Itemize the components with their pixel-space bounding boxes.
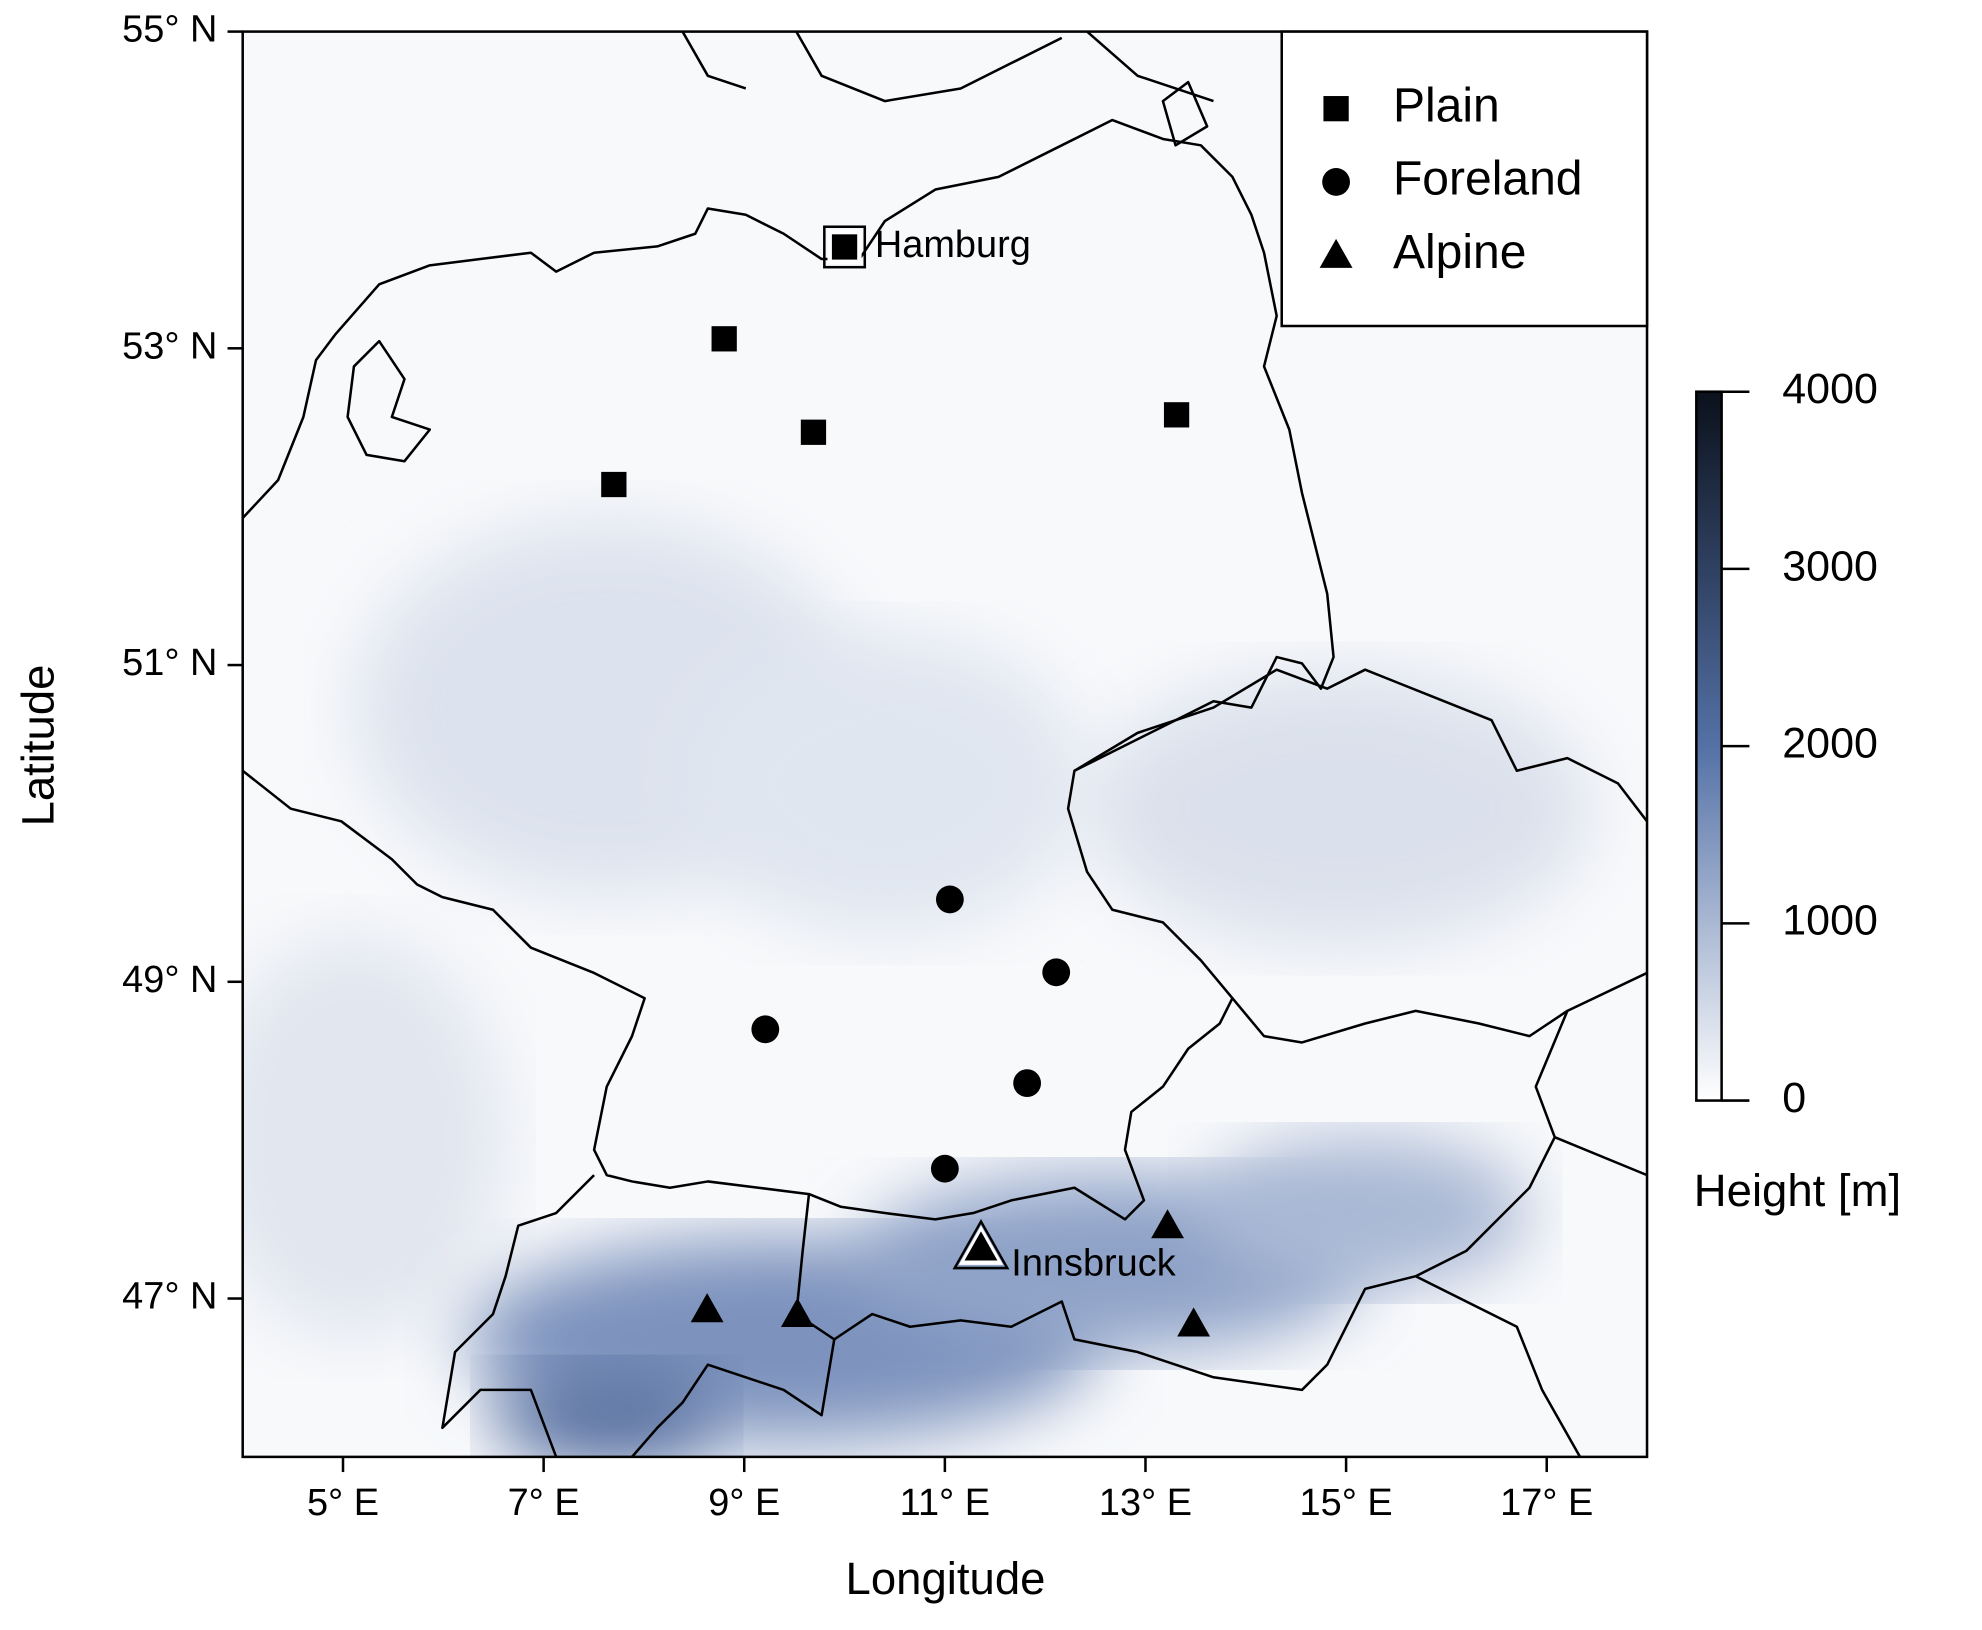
annotation: Hamburg <box>875 224 1031 266</box>
x-tick-label: 13° E <box>1099 1482 1192 1524</box>
marker-circle <box>751 1015 780 1044</box>
y-tick-label: 49° N <box>122 959 217 1001</box>
y-tick-label: 55° N <box>122 9 217 51</box>
x-tick-label: 9° E <box>708 1482 780 1524</box>
legend-marker <box>1323 96 1349 122</box>
colorbar-tick-label: 3000 <box>1782 542 1878 590</box>
legend-label: Alpine <box>1393 226 1527 279</box>
legend-label: Plain <box>1393 79 1500 132</box>
terrain <box>242 31 1648 1457</box>
legend-marker <box>1322 168 1350 196</box>
marker-square <box>1163 402 1190 428</box>
y-tick-label: 51° N <box>122 642 217 684</box>
x-tick-label: 15° E <box>1300 1482 1393 1524</box>
highlight-outline <box>952 1218 1010 1270</box>
colorbar-tick-label: 0 <box>1782 1074 1806 1122</box>
annotation: Innsbruck <box>1011 1243 1176 1285</box>
marker-square <box>601 471 627 498</box>
y-tick-label: 47° N <box>122 1276 217 1318</box>
marker-triangle <box>1177 1307 1211 1337</box>
colorbar-tick-label: 1000 <box>1782 897 1878 945</box>
y-axis-label: Latitude <box>13 665 64 827</box>
legend-marker <box>1319 238 1353 268</box>
legend-label: Foreland <box>1393 153 1583 206</box>
marker-square <box>831 234 858 260</box>
marker-circle <box>1013 1069 1042 1098</box>
colorbar <box>1695 390 1723 1102</box>
x-tick-label: 7° E <box>508 1482 580 1524</box>
marker-circle <box>930 1154 959 1183</box>
marker-triangle <box>780 1297 814 1327</box>
marker-circle <box>1042 958 1071 987</box>
marker-triangle <box>964 1231 998 1261</box>
marker-square <box>711 326 737 352</box>
marker-circle <box>935 885 964 914</box>
colorbar-title: Height [m] <box>1694 1165 1901 1216</box>
x-tick-label: 5° E <box>307 1482 379 1524</box>
colorbar-tick-label: 2000 <box>1782 719 1878 767</box>
highlight-outline <box>823 225 867 269</box>
marker-triangle <box>1151 1209 1184 1239</box>
x-axis-label: Longitude <box>846 1553 1046 1604</box>
marker-triangle <box>690 1293 724 1323</box>
x-tick-label: 11° E <box>900 1482 990 1524</box>
marker-square <box>800 419 827 445</box>
y-tick-label: 53° N <box>122 325 217 367</box>
x-tick-label: 17° E <box>1500 1482 1593 1524</box>
colorbar-tick-label: 4000 <box>1782 365 1878 413</box>
